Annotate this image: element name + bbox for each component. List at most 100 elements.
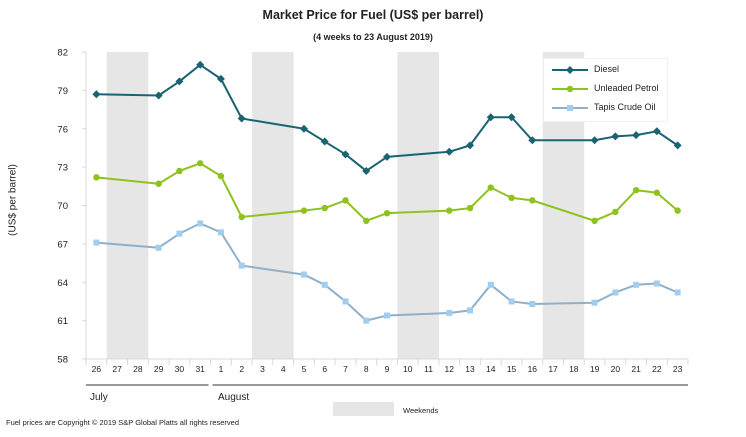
data-point-unleaded-petrol <box>487 184 494 191</box>
data-point-tapis-crude-oil <box>446 309 453 316</box>
data-point-unleaded-petrol <box>383 209 391 217</box>
x-tick-label: 28 <box>133 364 143 374</box>
data-point-unleaded-petrol <box>300 207 308 214</box>
x-tick-label: 20 <box>611 364 621 374</box>
data-point-unleaded-petrol <box>155 180 162 187</box>
data-point-diesel <box>486 113 495 122</box>
data-point-diesel <box>611 132 620 141</box>
y-tick-label: 70 <box>57 201 68 212</box>
legend-label-tapis-crude-oil: Tapis Crude Oil <box>594 102 656 112</box>
x-tick-label: 30 <box>175 364 185 374</box>
data-point-unleaded-petrol <box>93 174 100 181</box>
data-point-unleaded-petrol <box>466 204 474 212</box>
data-point-tapis-crude-oil <box>384 312 390 319</box>
legend-swatch-tapis-crude-oil <box>552 105 588 111</box>
y-tick-label: 73 <box>57 163 68 174</box>
data-point-diesel <box>175 77 184 86</box>
data-point-unleaded-petrol <box>238 213 245 221</box>
data-point-tapis-crude-oil <box>612 289 619 296</box>
x-tick-label: 12 <box>445 364 455 374</box>
data-point-tapis-crude-oil <box>674 289 681 296</box>
data-point-diesel <box>466 141 475 150</box>
x-tick-label: 15 <box>507 364 517 374</box>
data-point-tapis-crude-oil <box>508 298 515 305</box>
x-tick-label: 22 <box>652 364 662 374</box>
data-point-tapis-crude-oil <box>217 229 224 236</box>
data-point-unleaded-petrol <box>508 194 515 202</box>
data-point-diesel <box>528 136 537 145</box>
x-tick-label: 17 <box>548 364 558 374</box>
x-tick-label: 2 <box>239 364 244 374</box>
weekend-band <box>252 52 294 359</box>
data-point-diesel <box>362 166 371 175</box>
data-point-tapis-crude-oil <box>342 298 349 305</box>
data-point-tapis-crude-oil <box>300 271 307 278</box>
data-point-tapis-crude-oil <box>176 230 183 237</box>
weekends-key-swatch <box>333 402 394 416</box>
x-tick-label: 29 <box>154 364 164 374</box>
data-point-diesel <box>673 141 682 150</box>
x-tick-label: 10 <box>403 364 413 374</box>
data-point-diesel <box>196 60 205 69</box>
x-tick-label: 1 <box>219 364 224 374</box>
weekends-key-label: Weekends <box>403 406 439 415</box>
data-point-tapis-crude-oil <box>238 262 245 269</box>
x-tick-label: 21 <box>631 364 641 374</box>
legend-label-diesel: Diesel <box>594 64 620 74</box>
data-point-diesel <box>590 136 599 145</box>
data-point-tapis-crude-oil <box>155 244 162 251</box>
copyright-footnote: Fuel prices are Copyright © 2019 S&P Glo… <box>6 418 239 427</box>
legend-label-unleaded-petrol: Unleaded Petrol <box>594 83 659 93</box>
data-point-unleaded-petrol <box>196 160 204 167</box>
data-point-diesel <box>383 152 391 161</box>
data-point-diesel <box>154 91 163 100</box>
series-line-tapis-crude-oil <box>96 222 679 322</box>
data-point-diesel <box>299 124 308 133</box>
data-point-unleaded-petrol <box>674 207 681 214</box>
x-tick-label: 11 <box>424 364 433 374</box>
data-point-unleaded-petrol <box>363 217 370 225</box>
data-point-diesel <box>320 137 329 146</box>
weekend-band <box>397 52 439 359</box>
data-point-unleaded-petrol <box>632 186 640 194</box>
x-tick-label: 7 <box>343 364 348 374</box>
data-point-tapis-crude-oil <box>653 280 660 287</box>
legend: Diesel Unleaded Petrol Tapis Crude Oil <box>543 58 668 122</box>
data-point-diesel <box>92 90 101 99</box>
data-point-unleaded-petrol <box>342 197 349 204</box>
data-point-diesel <box>507 113 516 122</box>
x-tick-label: 4 <box>281 364 286 374</box>
y-tick-label: 58 <box>57 355 68 366</box>
y-tick-label: 76 <box>57 124 68 135</box>
x-tick-label: 8 <box>364 364 369 374</box>
chart-subtitle: (4 weeks to 23 August 2019) <box>313 32 433 42</box>
data-point-tapis-crude-oil <box>591 299 598 306</box>
x-tick-label: 14 <box>486 364 496 374</box>
data-point-diesel <box>652 127 661 136</box>
x-tick-label: 27 <box>112 364 122 374</box>
data-point-unleaded-petrol <box>321 204 328 212</box>
x-tick-label: 3 <box>260 364 265 374</box>
weekend-band <box>106 52 149 359</box>
x-tick-label: 23 <box>673 364 683 374</box>
data-point-unleaded-petrol <box>176 167 183 175</box>
data-point-tapis-crude-oil <box>633 281 640 288</box>
x-tick-label: 31 <box>195 364 205 374</box>
x-tick-label: 5 <box>302 364 307 374</box>
x-tick-label: 13 <box>465 364 475 374</box>
x-tick-label: 26 <box>92 364 102 374</box>
data-point-tapis-crude-oil <box>93 239 100 246</box>
y-tick-label: 79 <box>57 86 68 97</box>
y-tick-label: 64 <box>57 278 68 289</box>
data-point-diesel <box>632 131 641 140</box>
data-point-unleaded-petrol <box>217 172 225 180</box>
legend-swatch-unleaded-petrol <box>552 85 588 93</box>
month-label-august: August <box>218 392 250 403</box>
y-tick-label: 82 <box>57 48 68 59</box>
x-tick-label: 16 <box>528 364 538 374</box>
month-label-july: July <box>90 392 108 403</box>
data-point-unleaded-petrol <box>446 207 453 214</box>
data-point-diesel <box>216 74 225 83</box>
data-point-diesel <box>445 147 454 156</box>
data-point-tapis-crude-oil <box>467 307 474 314</box>
